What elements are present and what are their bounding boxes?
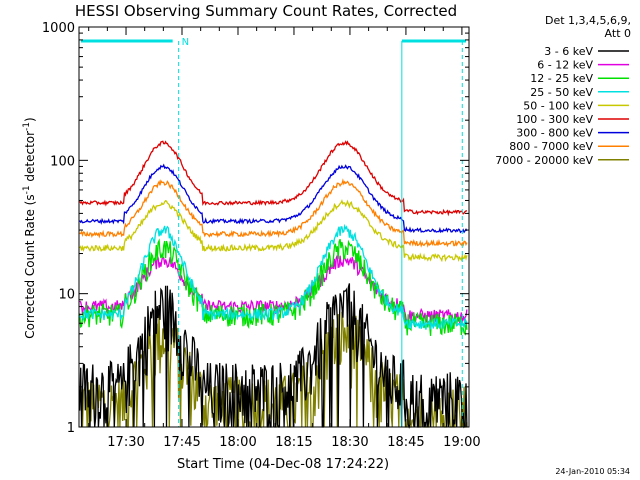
legend-label: 25 - 50 keV [530,86,593,99]
legend-label: 3 - 6 keV [544,45,593,58]
legend-label: 6 - 12 keV [537,59,593,72]
plot-frame [78,26,470,428]
legend-label: 7000 - 20000 keV [495,154,593,167]
legend-label: 800 - 7000 keV [509,140,593,153]
night-markers: N [81,37,466,427]
x-axis-label: Start Time (04-Dec-08 17:24:22) [177,457,389,472]
x-tick-label: 18:15 [275,435,312,450]
y-tick-label: 10 [58,288,75,303]
y-tick-label: 100 [50,154,75,169]
legend-header-2: Att 0 [605,27,631,40]
series-line-7 [79,178,468,248]
series-line-0 [79,283,468,429]
x-tick-label: 17:45 [163,435,200,450]
y-axis-label-sup2: -1 [22,122,32,131]
axis-ticks: 17:30 17:45 18:00 18:15 18:30 18:45 19:00 1 10 10… [42,21,481,450]
legend-label: 300 - 800 keV [516,127,593,140]
series-line-2 [79,238,468,336]
legend-label: 50 - 100 keV [523,99,593,112]
x-tick-label: 18:30 [331,435,368,450]
x-tick-label: 18:00 [219,435,256,450]
y-tick-label: 1 [67,421,75,436]
series-line-5 [79,140,468,217]
x-tick-label: 18:45 [387,435,424,450]
x-tick-label: 19:00 [443,435,480,450]
legend-header-1: Det 1,3,4,5,6,9, [545,14,631,27]
night-marker-label: N [182,37,189,48]
series-line-3 [79,223,468,330]
x-tick-label: 17:30 [107,435,144,450]
series-line-6 [79,163,468,234]
y-axis-label: Corrected Count Rate (s-1 detector-1) [22,117,37,338]
y-axis-label-mid: detector [23,131,37,186]
legend-label: 100 - 300 keV [516,113,593,126]
y-axis-label-end: ) [23,117,37,122]
y-axis-label-sup1: -1 [22,185,32,194]
y-tick-label: 1000 [42,21,75,36]
y-axis-label-main: Corrected Count Rate (s [23,194,37,338]
chart-title: HESSI Observing Summary Count Rates, Cor… [75,2,457,20]
series-line-4 [79,199,468,263]
legend-label: 12 - 25 keV [530,72,593,85]
footer-date: 24-Jan-2010 05:34 [555,467,630,476]
series-traces [79,140,468,429]
